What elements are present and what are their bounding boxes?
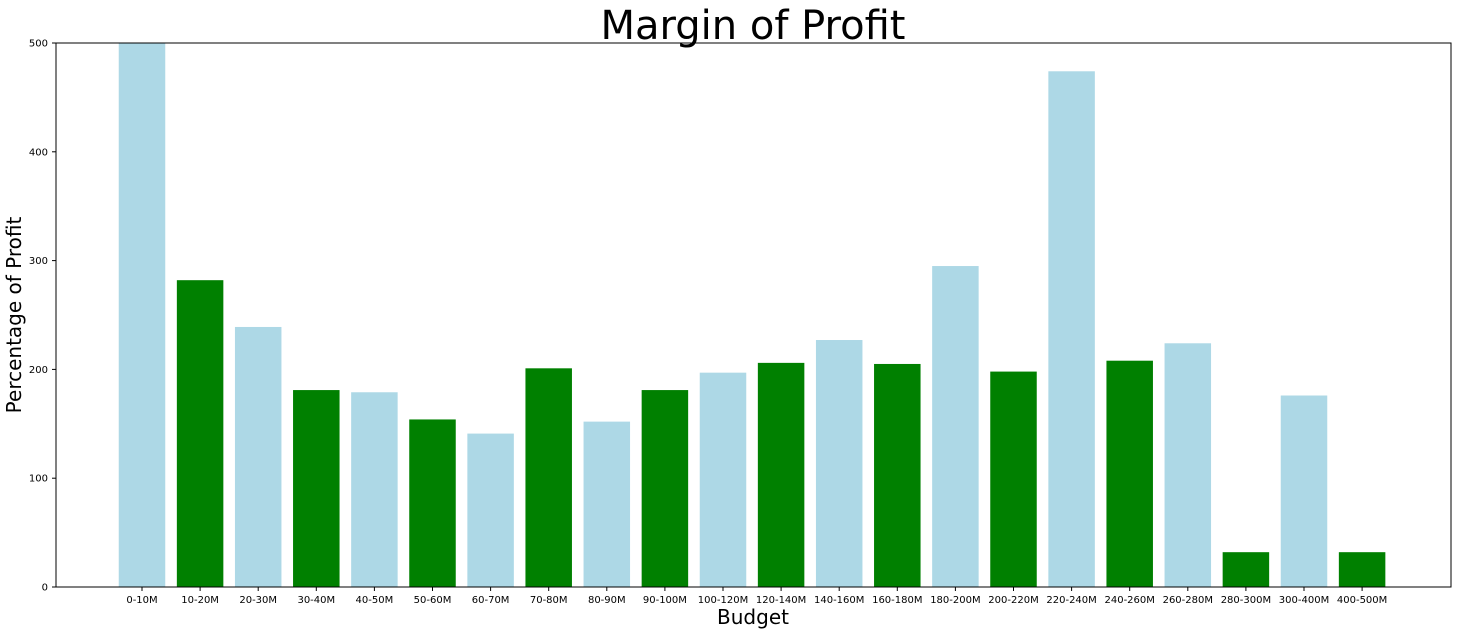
bar-260-280M — [1164, 343, 1212, 587]
bars-group — [118, 43, 1386, 588]
x-tick-label: 0-10M — [126, 595, 157, 606]
y-tick-label: 200 — [29, 365, 48, 376]
bar-10-20M — [176, 280, 224, 587]
bar-120-140M — [757, 362, 805, 587]
x-tick-label: 240-260M — [1104, 595, 1154, 606]
plot-frame — [55, 42, 1452, 588]
x-axis-ticks: 0-10M 10-20M 20-30M 30-40M 40-50M 50-60M 60-70… — [126, 587, 1387, 606]
bar-90-100M — [641, 390, 689, 587]
bar-160-180M — [874, 363, 921, 587]
x-tick-label: 120-140M — [756, 595, 806, 606]
x-tick-label: 200-220M — [988, 595, 1038, 606]
bar-300-400M — [1280, 395, 1328, 587]
x-tick-label: 400-500M — [1337, 595, 1387, 606]
bar-80-90M — [583, 421, 631, 587]
x-axis-label: Budget — [717, 605, 789, 629]
bar-0-10M — [118, 43, 166, 587]
x-tick-label: 180-200M — [930, 595, 980, 606]
x-tick-label: 50-60M — [414, 595, 452, 606]
bar-240-260M — [1106, 360, 1153, 587]
y-tick-label: 500 — [29, 39, 48, 50]
y-tick-label: 300 — [29, 256, 48, 267]
bar-220-240M — [1048, 71, 1095, 588]
x-tick-label: 80-90M — [588, 595, 626, 606]
x-tick-label: 300-400M — [1279, 595, 1329, 606]
bar-280-300M — [1222, 552, 1270, 587]
bar-180-200M — [932, 266, 979, 587]
x-tick-label: 220-240M — [1046, 595, 1096, 606]
x-tick-label: 40-50M — [356, 595, 394, 606]
x-tick-label: 20-30M — [239, 595, 277, 606]
chart-title: Margin of Profit — [601, 3, 906, 49]
y-axis-label: Percentage of Profit — [2, 217, 26, 414]
bar-100-120M — [699, 372, 747, 587]
bar-200-220M — [990, 371, 1037, 587]
x-tick-label: 60-70M — [472, 595, 510, 606]
bar-70-80M — [525, 368, 572, 587]
x-tick-label: 10-20M — [181, 595, 219, 606]
y-tick-label: 0 — [42, 583, 48, 594]
x-tick-label: 160-180M — [872, 595, 922, 606]
x-tick-label: 90-100M — [643, 595, 687, 606]
x-tick-label: 140-160M — [814, 595, 864, 606]
y-tick-label: 400 — [29, 147, 48, 158]
x-tick-label: 70-80M — [530, 595, 568, 606]
bar-50-60M — [409, 419, 456, 587]
bar-40-50M — [351, 392, 398, 587]
bar-30-40M — [293, 390, 340, 587]
bar-60-70M — [467, 433, 514, 587]
x-tick-label: 100-120M — [698, 595, 748, 606]
x-tick-label: 30-40M — [297, 595, 335, 606]
x-tick-label: 260-280M — [1163, 595, 1213, 606]
bar-140-160M — [815, 340, 863, 587]
bar-20-30M — [234, 326, 282, 587]
y-tick-label: 100 — [29, 474, 48, 485]
bar-400-500M — [1338, 552, 1386, 587]
x-tick-label: 280-300M — [1221, 595, 1271, 606]
y-axis-ticks: 0 100 200 300 400 500 — [29, 39, 56, 594]
